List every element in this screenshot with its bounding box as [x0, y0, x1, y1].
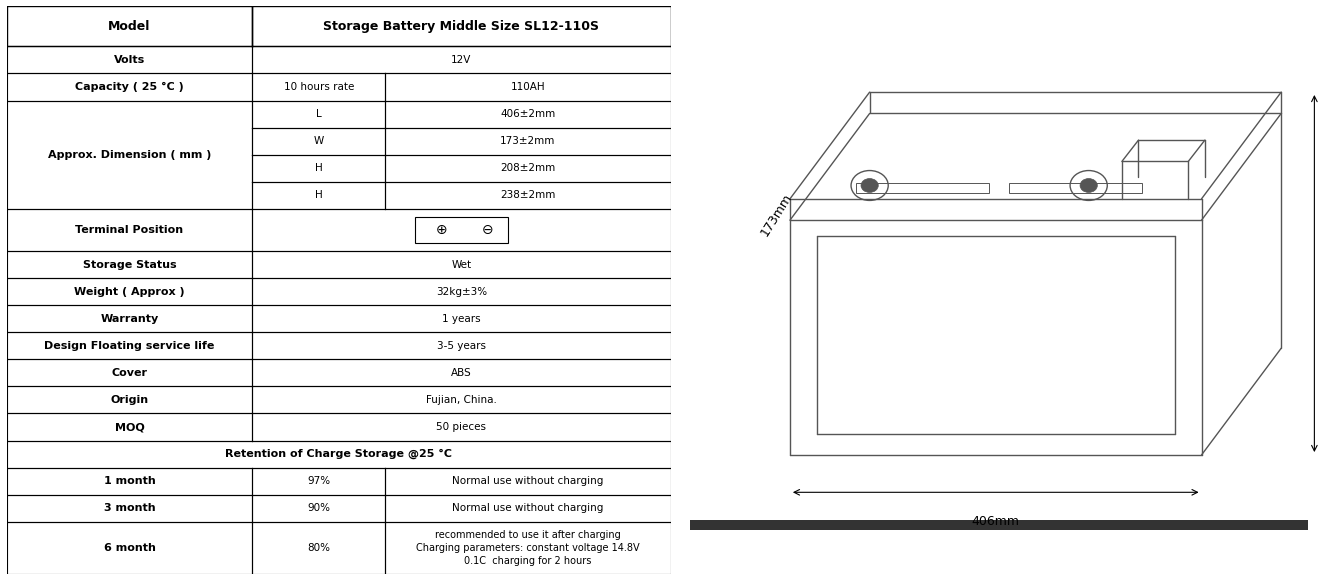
Text: Normal use without charging: Normal use without charging: [452, 503, 603, 513]
Text: Wet: Wet: [452, 260, 472, 270]
Text: H: H: [315, 163, 323, 173]
Text: Normal use without charging: Normal use without charging: [452, 476, 603, 486]
Text: 1 month: 1 month: [103, 476, 156, 486]
Text: 3 month: 3 month: [103, 503, 156, 513]
Text: Terminal Position: Terminal Position: [75, 225, 184, 235]
Text: 406mm: 406mm: [972, 515, 1019, 528]
Text: Fujian, China.: Fujian, China.: [426, 395, 498, 405]
FancyBboxPatch shape: [414, 217, 508, 243]
Text: 12V: 12V: [451, 55, 472, 65]
Text: W: W: [314, 136, 323, 146]
Text: 1 years: 1 years: [443, 314, 480, 324]
Text: 173mm: 173mm: [759, 191, 795, 238]
Text: Cover: Cover: [111, 368, 148, 378]
Text: 10 hours rate: 10 hours rate: [283, 82, 354, 92]
Text: ABS: ABS: [451, 368, 472, 378]
Text: Approx. Dimension ( mm ): Approx. Dimension ( mm ): [48, 150, 211, 160]
Text: Model: Model: [109, 20, 150, 32]
Text: Capacity ( 25 °C ): Capacity ( 25 °C ): [75, 82, 184, 92]
Text: H: H: [315, 190, 323, 200]
Text: Retention of Charge Storage @25 °C: Retention of Charge Storage @25 °C: [225, 449, 452, 459]
Text: 208±2mm: 208±2mm: [500, 163, 555, 173]
Text: Volts: Volts: [114, 55, 145, 65]
Text: 173±2mm: 173±2mm: [500, 136, 555, 146]
Text: 6 month: 6 month: [103, 543, 156, 553]
Text: 406±2mm: 406±2mm: [500, 109, 555, 119]
Text: L: L: [316, 109, 322, 119]
Text: 50 pieces: 50 pieces: [436, 422, 487, 432]
Text: recommended to use it after charging
Charging parameters: constant voltage 14.8V: recommended to use it after charging Cha…: [416, 530, 640, 566]
Circle shape: [1080, 179, 1097, 193]
Text: ⊕: ⊕: [436, 223, 448, 237]
Text: 110AH: 110AH: [511, 82, 544, 92]
Text: Origin: Origin: [110, 395, 149, 405]
Text: 90%: 90%: [307, 503, 330, 513]
Text: MOQ: MOQ: [114, 422, 145, 432]
Text: 80%: 80%: [307, 543, 330, 553]
Text: Storage Battery Middle Size SL12-110S: Storage Battery Middle Size SL12-110S: [323, 20, 599, 32]
Text: 3-5 years: 3-5 years: [437, 341, 485, 351]
Text: 238±2mm: 238±2mm: [500, 190, 555, 200]
Text: Warranty: Warranty: [101, 314, 158, 324]
Bar: [691, 520, 1307, 530]
Text: Design Floating service life: Design Floating service life: [44, 341, 215, 351]
Circle shape: [861, 179, 878, 193]
Text: ⊖: ⊖: [483, 223, 493, 237]
Text: 97%: 97%: [307, 476, 330, 486]
Text: Weight ( Approx ): Weight ( Approx ): [74, 287, 185, 297]
Text: Storage Status: Storage Status: [83, 260, 176, 270]
Text: 32kg±3%: 32kg±3%: [436, 287, 487, 297]
